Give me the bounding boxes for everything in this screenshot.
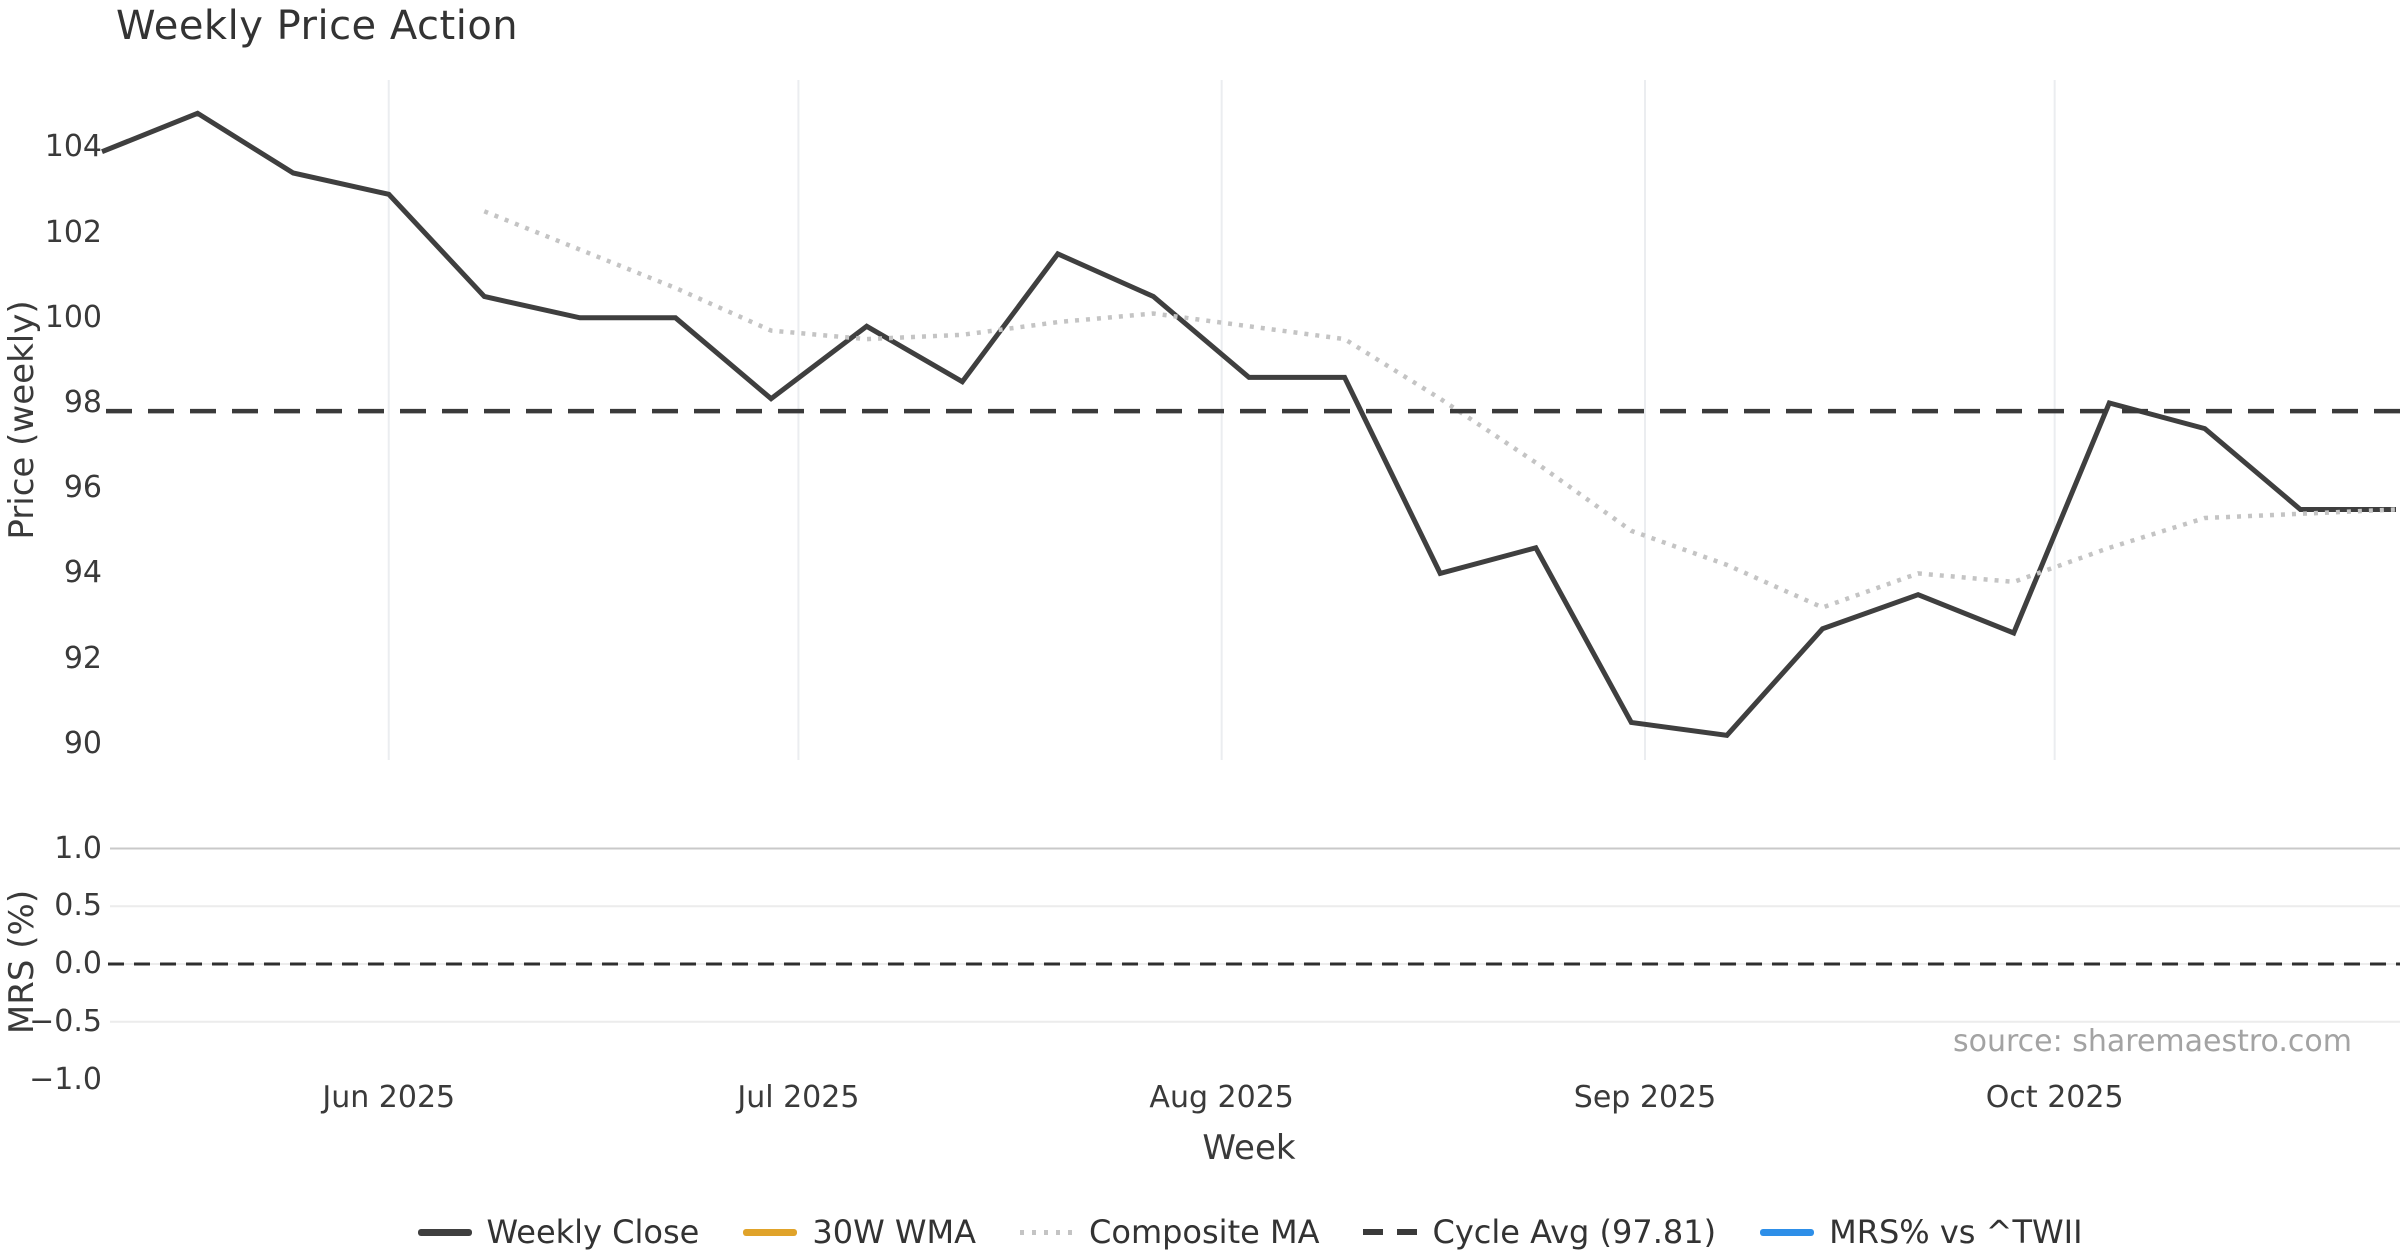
page-title: Weekly Price Action xyxy=(116,3,519,49)
x-tick-label: Oct 2025 xyxy=(1985,1080,2124,1115)
legend-item-30w-wma: 30W WMA xyxy=(743,1213,976,1251)
mrs-tick-label: −1.0 xyxy=(29,1061,102,1097)
chart-legend: Weekly Close 30W WMA Composite MA Cycle Avg… xyxy=(100,1206,2400,1258)
source-credit: source: sharemaestro.com xyxy=(1953,1024,2352,1059)
legend-label: Composite MA xyxy=(1089,1213,1320,1251)
legend-swatch-solid-icon xyxy=(743,1228,798,1236)
legend-label: 30W WMA xyxy=(812,1213,977,1251)
series-weekly-close xyxy=(101,110,2396,738)
x-tick-label: Aug 2025 xyxy=(1149,1080,1294,1115)
legend-label: MRS% vs ^TWII xyxy=(1829,1213,2083,1251)
x-tick-label: Jul 2025 xyxy=(737,1080,860,1115)
mrs-tick-label: −0.5 xyxy=(29,1003,102,1039)
mrs-tick-label: 0.5 xyxy=(54,888,102,924)
x-axis-title: Week xyxy=(1202,1128,1296,1168)
legend-item-mrs-vs-twii: MRS% vs ^TWII xyxy=(1760,1213,2083,1251)
legend-item-composite-ma: Composite MA xyxy=(1020,1213,1319,1251)
price-tick-label: 96 xyxy=(63,470,102,506)
price-tick-label: 98 xyxy=(63,385,102,420)
x-tick-label: Sep 2025 xyxy=(1573,1080,1717,1115)
legend-swatch-solid-icon xyxy=(417,1228,472,1236)
series-composite-ma xyxy=(483,209,2397,610)
legend-swatch-dashed-icon xyxy=(1363,1229,1418,1235)
x-tick-label: Jun 2025 xyxy=(322,1080,456,1115)
legend-item-cycle-avg-97-81-: Cycle Avg (97.81) xyxy=(1363,1213,1716,1251)
price-tick-label: 90 xyxy=(63,725,102,761)
price-tick-label: 102 xyxy=(44,214,102,250)
price-tick-label: 92 xyxy=(63,640,102,676)
price-tick-label: 100 xyxy=(44,299,102,335)
legend-swatch-dotted-icon xyxy=(1020,1229,1075,1235)
legend-label: Weekly Close xyxy=(486,1213,700,1251)
mrs-tick-label: 0.0 xyxy=(54,946,102,981)
legend-label: Cycle Avg (97.81) xyxy=(1432,1213,1717,1251)
price-tick-label: 94 xyxy=(63,555,102,591)
mrs-tick-label: 1.0 xyxy=(54,830,102,866)
legend-swatch-solid-icon xyxy=(1760,1228,1815,1236)
price-tick-label: 104 xyxy=(44,129,102,165)
legend-item-weekly-close: Weekly Close xyxy=(417,1213,700,1251)
